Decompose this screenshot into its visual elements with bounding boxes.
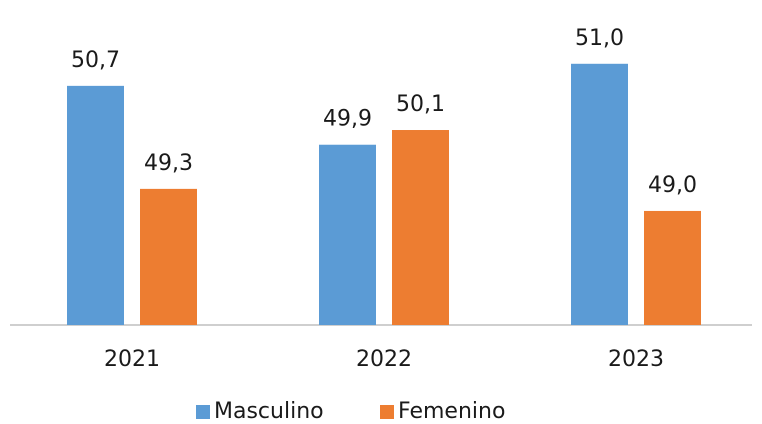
bar: [319, 144, 376, 325]
bar: [140, 188, 197, 325]
value-label: 50,1: [396, 92, 445, 117]
legend-swatch: [196, 405, 210, 419]
x-tick-label: 2021: [104, 347, 160, 372]
bar: [644, 210, 701, 325]
value-label: 51,0: [575, 26, 624, 51]
value-label: 50,7: [71, 48, 120, 73]
value-label: 49,9: [323, 107, 372, 132]
x-tick-label: 2023: [608, 347, 664, 372]
legend-swatch: [380, 405, 394, 419]
bar: [571, 63, 628, 325]
legend-label: Femenino: [398, 399, 505, 424]
legend-label: Masculino: [214, 399, 324, 424]
value-label: 49,0: [648, 173, 697, 198]
value-label: 49,3: [144, 151, 193, 176]
x-tick-label: 2022: [356, 347, 412, 372]
bar: [392, 130, 449, 325]
bar: [67, 85, 124, 325]
